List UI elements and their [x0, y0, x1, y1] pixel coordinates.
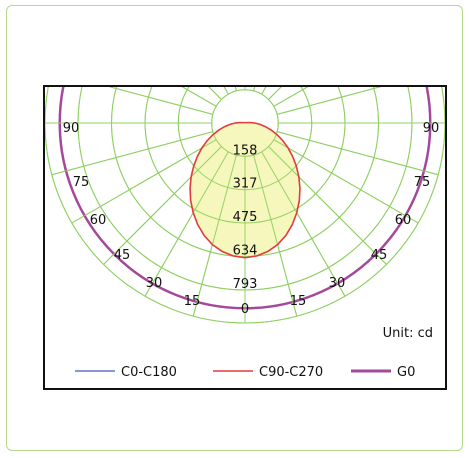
grid-spoke-120: [273, 87, 309, 107]
grid-spoke-overlay-330: [144, 151, 229, 297]
legend-label-g0: G0: [397, 365, 415, 380]
chart-card: 158 317 475 634 793 90 75 60 45 30 15 15 30 45 60 75 90 0…: [6, 5, 463, 451]
grid-spoke-overlay-195: [234, 87, 237, 91]
grid-spoke-overlay-240: [181, 87, 217, 107]
angle-label-right-45: 45: [371, 248, 388, 263]
grid-spoke-225: [208, 87, 222, 100]
grid-spoke-overlay-255: [108, 87, 213, 115]
grid-spoke-105: [277, 87, 382, 115]
angle-label-right-60: 60: [395, 213, 412, 228]
radial-tick-label-158: 158: [233, 143, 258, 158]
grid-spoke-overlay-15: [253, 155, 298, 317]
grid-spoke-overlay-225: [208, 87, 222, 100]
radial-tick-label-317: 317: [233, 177, 258, 192]
unit-label: Unit: cd: [383, 326, 433, 341]
angle-label-left-30: 30: [146, 276, 163, 291]
angle-label-bottom: 0: [241, 302, 249, 317]
angle-label-left-60: 60: [90, 213, 107, 228]
grid-spoke-overlay-60: [273, 139, 419, 224]
series-curve-c90-c270: [189, 121, 301, 259]
angle-label-left-45: 45: [114, 248, 131, 263]
grid-spoke-overlay-300: [71, 139, 217, 224]
radial-tick-label-475: 475: [233, 210, 258, 225]
grid-spoke-overlay-345: [192, 155, 237, 317]
polar-chart: 158 317 475 634 793 90 75 60 45 30 15 15 30 45 60 75 90 0…: [43, 85, 447, 390]
grid-spoke-135: [268, 87, 282, 100]
grid-spoke-overlay-105: [277, 87, 382, 115]
grid-spoke-overlay-135: [268, 87, 282, 100]
grid-spoke-overlay-120: [273, 87, 309, 107]
radial-tick-label-634: 634: [233, 243, 258, 258]
legend-label-c0-c180: C0-C180: [121, 365, 177, 380]
angle-label-right-15: 15: [290, 294, 307, 309]
radial-tick-label-793: 793: [233, 277, 258, 292]
grid-spoke-overlay-45: [268, 146, 387, 265]
angle-label-left-15: 15: [184, 294, 201, 309]
grid-spoke-165: [253, 87, 256, 91]
angle-label-left-75: 75: [73, 175, 90, 190]
grid-spoke-overlay-30: [261, 151, 346, 297]
grid-spoke-195: [234, 87, 237, 91]
grid-spoke-overlay-315: [103, 146, 222, 265]
angle-label-right-30: 30: [329, 276, 346, 291]
polar-chart-svg: 158 317 475 634 793 90 75 60 45 30 15 15 30 45 60 75 90 0…: [45, 87, 445, 380]
grid-spoke-overlay-165: [253, 87, 256, 91]
grid-spoke-overlay-285: [51, 131, 213, 176]
angle-label-right-90: 90: [423, 121, 440, 136]
grid-spoke-240: [181, 87, 217, 107]
legend-label-c90-c270: C90-C270: [259, 365, 323, 380]
angle-label-left-90: 90: [63, 121, 80, 136]
angle-label-right-75: 75: [414, 175, 431, 190]
grid-spoke-255: [108, 87, 213, 115]
grid-spoke-overlay-75: [277, 131, 439, 176]
